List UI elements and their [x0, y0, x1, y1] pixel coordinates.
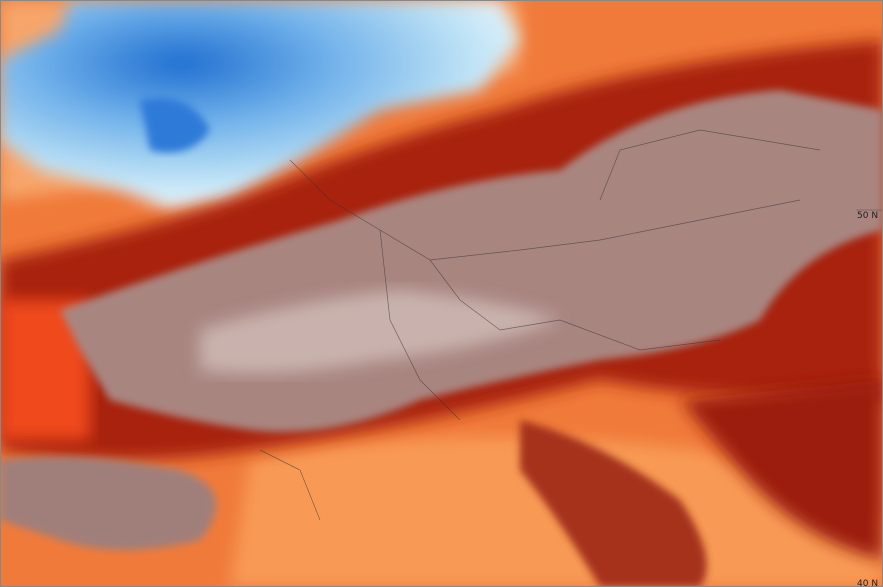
lat-label: 40 N — [857, 579, 878, 587]
borders — [259, 129, 821, 521]
cold-core — [140, 98, 210, 153]
iberia-extreme — [0, 456, 216, 550]
lat-label: 50 N — [857, 211, 878, 221]
extreme-light — [200, 290, 560, 374]
italy-hot — [520, 420, 707, 587]
cold-zone — [0, 0, 520, 210]
atlantic-hot — [0, 300, 90, 440]
balkan-hot — [680, 380, 883, 560]
